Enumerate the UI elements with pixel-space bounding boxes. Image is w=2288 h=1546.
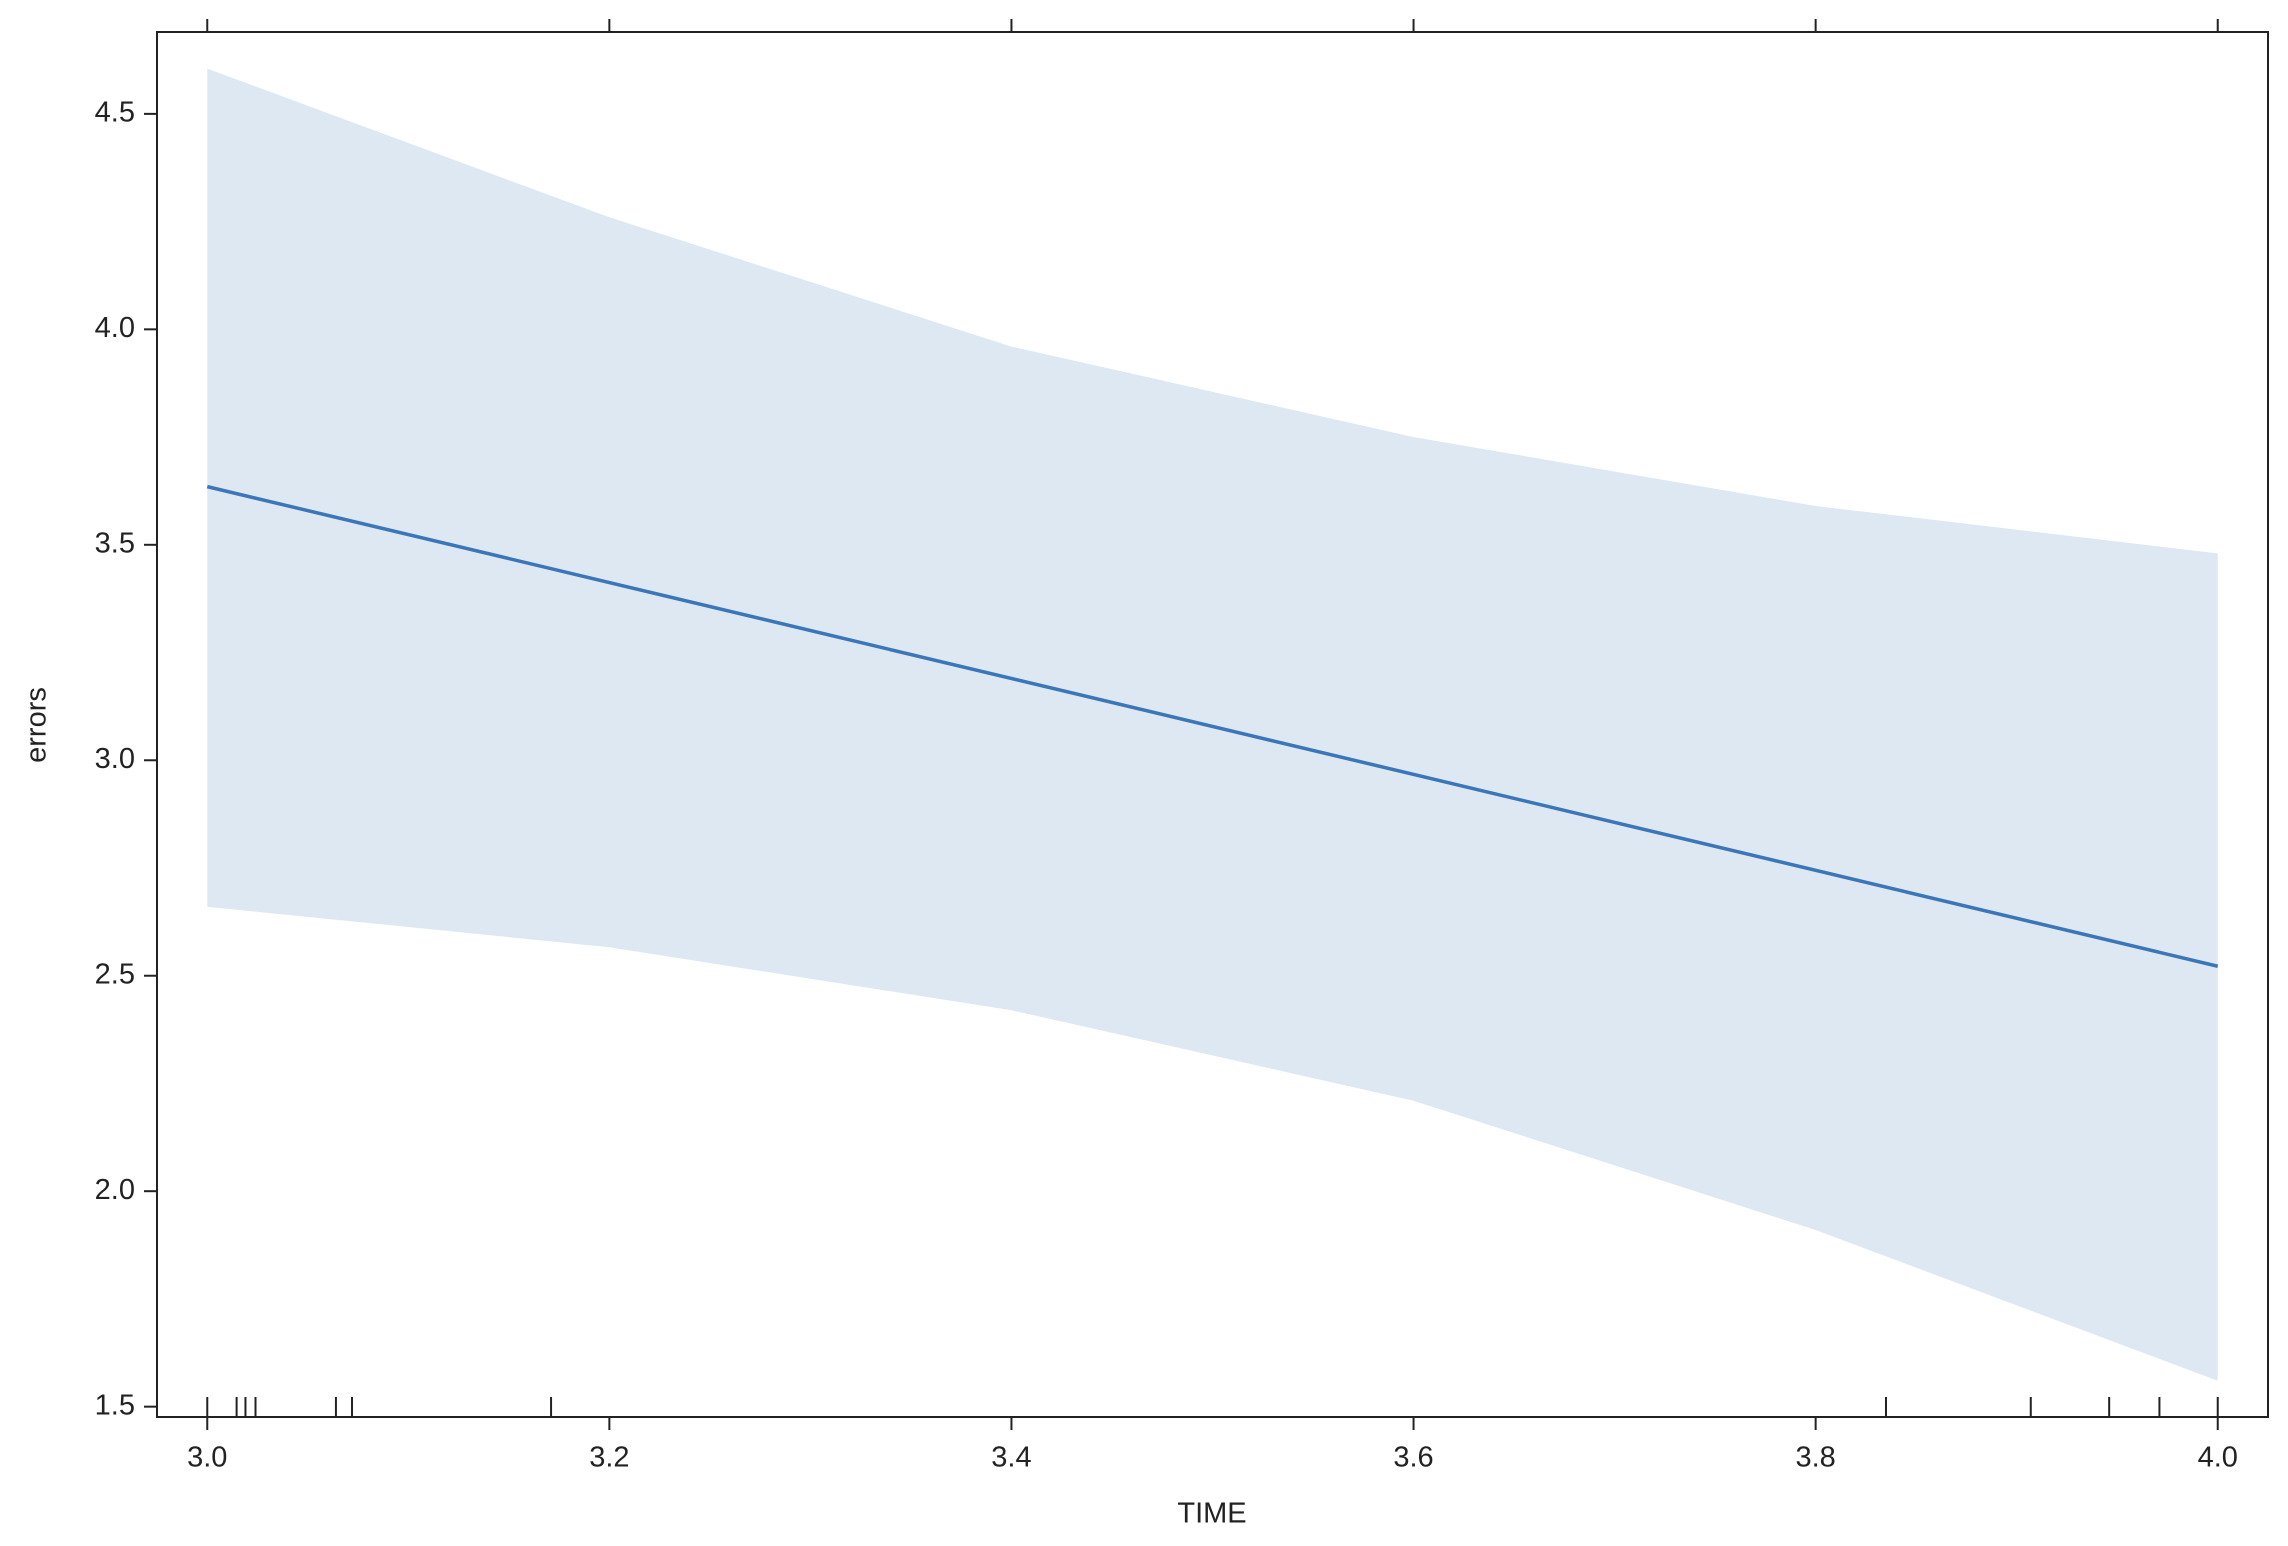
x-tick-label: 3.6 [1393,1442,1433,1474]
fit-line [206,484,2219,968]
y-tick-label: 2.0 [95,1174,135,1206]
y-tick-label: 2.5 [95,958,135,990]
y-axis-label: errors [21,687,53,763]
plot-frame [156,31,2269,1418]
x-tick-label: 3.4 [991,1442,1031,1474]
y-tick-label: 1.5 [95,1389,135,1421]
x-tick-label: 4.0 [2198,1442,2238,1474]
x-axis-label: TIME [1177,1498,1246,1530]
x-tick-label: 3.8 [1795,1442,1835,1474]
y-tick-label: 3.0 [95,743,135,775]
y-tick-label: 3.5 [95,527,135,559]
x-tick-label: 3.0 [187,1442,227,1474]
y-tick-label: 4.5 [95,97,135,129]
x-tick-label: 3.2 [589,1442,629,1474]
y-tick-label: 4.0 [95,312,135,344]
